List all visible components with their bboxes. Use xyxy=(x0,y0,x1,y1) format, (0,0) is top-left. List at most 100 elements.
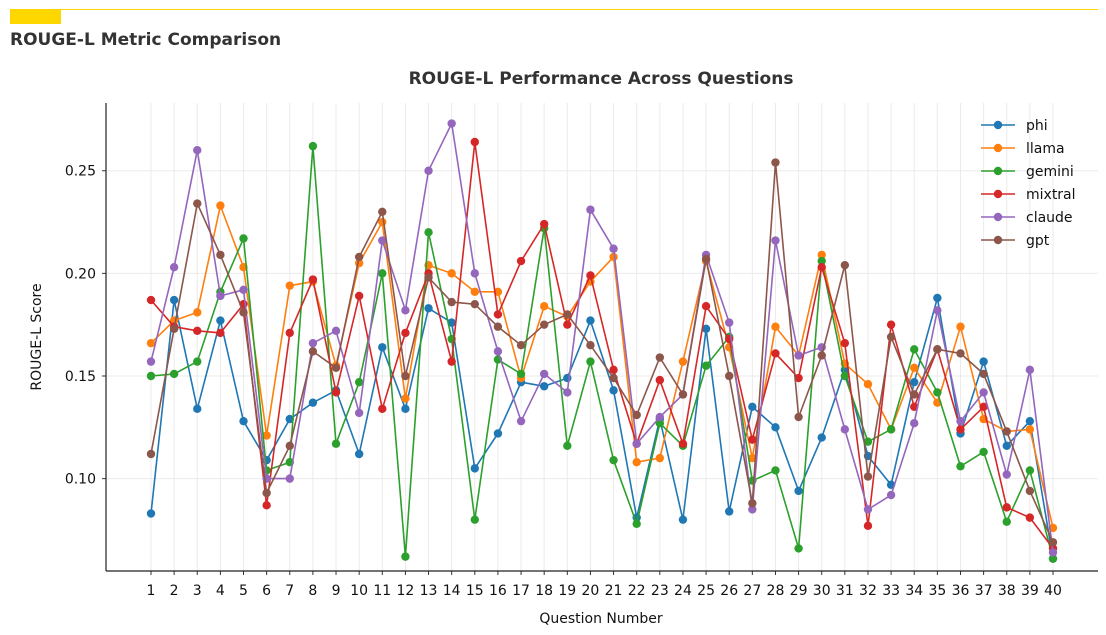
data-point-gemini xyxy=(586,357,595,366)
series-layer xyxy=(146,119,1058,563)
data-point-claude xyxy=(470,269,479,278)
series-line-mixtral xyxy=(150,141,1054,549)
data-point-mixtral xyxy=(1025,513,1035,522)
data-point-mixtral xyxy=(354,291,364,301)
data-point-llama xyxy=(193,308,202,317)
header-divider xyxy=(10,9,1098,10)
series-claude xyxy=(146,119,1058,557)
data-point-mixtral xyxy=(331,388,341,397)
data-point-llama xyxy=(863,380,873,389)
data-point-llama xyxy=(632,458,641,467)
x-tick-label: 30 xyxy=(813,583,831,599)
legend-item-phi: phi xyxy=(981,118,1048,134)
data-point-mixtral xyxy=(956,425,965,434)
axes-layer: 1 2 3 4 5 6 7 8 9 10 11 12 13 14 15 16 17 18 19 20 21 22 23 24 2… xyxy=(65,103,1098,599)
data-point-gemini xyxy=(979,447,988,457)
x-tick-label: 21 xyxy=(605,583,623,599)
data-point-claude xyxy=(910,419,919,428)
data-point-claude xyxy=(655,412,665,422)
data-point-phi xyxy=(470,464,479,473)
data-point-phi xyxy=(771,423,780,432)
data-point-gpt xyxy=(1002,427,1011,436)
page-title: ROUGE-L Metric Comparison xyxy=(10,30,282,50)
x-tick-label: 8 xyxy=(308,583,317,599)
x-tick-label: 33 xyxy=(882,583,900,599)
data-point-mixtral xyxy=(701,302,711,311)
accent-bar xyxy=(10,9,61,24)
data-point-gpt xyxy=(493,322,503,331)
data-point-llama xyxy=(447,269,456,278)
data-point-claude xyxy=(886,490,896,500)
data-point-gemini xyxy=(331,439,341,448)
data-point-gemini xyxy=(632,519,641,528)
x-tick-label: 18 xyxy=(535,583,553,599)
legend-swatch-marker xyxy=(993,212,1003,222)
data-point-gpt xyxy=(193,199,202,208)
data-point-mixtral xyxy=(308,275,318,284)
legend-item-llama: llama xyxy=(981,141,1065,157)
data-point-claude xyxy=(401,306,410,315)
x-tick-label: 20 xyxy=(582,583,600,599)
data-point-phi xyxy=(193,404,202,414)
data-point-gemini xyxy=(609,455,618,465)
series-line-phi xyxy=(150,297,1054,559)
x-tick-label: 34 xyxy=(905,583,923,599)
data-point-llama xyxy=(956,322,965,331)
data-point-phi xyxy=(539,382,549,391)
legend-label: gemini xyxy=(1026,164,1074,180)
x-tick-label: 1 xyxy=(147,583,156,599)
x-tick-label: 4 xyxy=(216,583,225,599)
data-point-gemini xyxy=(239,234,248,243)
data-point-claude xyxy=(725,318,734,327)
data-point-phi xyxy=(239,416,248,426)
data-point-gemini xyxy=(146,371,156,381)
data-point-mixtral xyxy=(863,521,873,531)
data-point-gpt xyxy=(285,441,294,450)
data-point-gpt xyxy=(1048,538,1058,547)
y-tick-label: 0.25 xyxy=(65,164,96,180)
data-point-claude xyxy=(516,416,526,426)
x-tick-label: 38 xyxy=(998,583,1016,599)
series-phi xyxy=(146,293,1058,563)
series-line-llama xyxy=(150,204,1054,529)
data-point-claude xyxy=(771,236,780,245)
data-point-mixtral xyxy=(378,404,387,414)
data-point-mixtral xyxy=(979,402,988,411)
data-point-phi xyxy=(794,486,803,496)
data-point-mixtral xyxy=(285,328,294,338)
data-point-mixtral xyxy=(401,328,410,338)
data-point-llama xyxy=(1025,425,1035,434)
data-point-gemini xyxy=(886,425,896,434)
data-point-claude xyxy=(563,388,572,397)
data-point-gpt xyxy=(933,345,942,354)
data-point-claude xyxy=(863,505,873,514)
data-point-gemini xyxy=(563,441,572,450)
data-point-phi xyxy=(609,386,618,395)
data-point-gemini xyxy=(378,269,387,278)
data-point-gpt xyxy=(308,347,318,356)
data-point-mixtral xyxy=(447,357,456,366)
data-point-gpt xyxy=(401,371,410,381)
data-point-phi xyxy=(169,295,179,305)
x-tick-label: 37 xyxy=(975,583,993,599)
data-point-claude xyxy=(308,338,318,348)
x-tick-label: 28 xyxy=(767,583,785,599)
legend-label: gpt xyxy=(1026,233,1050,249)
x-tick-label: 31 xyxy=(836,583,854,599)
legend-swatch-marker xyxy=(993,166,1003,176)
data-point-phi xyxy=(701,324,711,333)
legend-label: mixtral xyxy=(1026,187,1076,203)
data-point-gpt xyxy=(701,254,711,264)
data-point-gemini xyxy=(424,228,433,237)
data-point-gemini xyxy=(771,466,780,475)
data-point-phi xyxy=(725,507,734,516)
x-tick-label: 10 xyxy=(350,583,368,599)
data-point-phi xyxy=(817,433,826,442)
data-point-claude xyxy=(285,474,294,483)
x-tick-label: 7 xyxy=(285,583,294,599)
data-point-mixtral xyxy=(563,320,572,329)
data-point-claude xyxy=(447,119,456,128)
legend-item-claude: claude xyxy=(981,210,1073,226)
data-point-phi xyxy=(285,414,294,424)
data-point-gpt xyxy=(817,351,826,360)
